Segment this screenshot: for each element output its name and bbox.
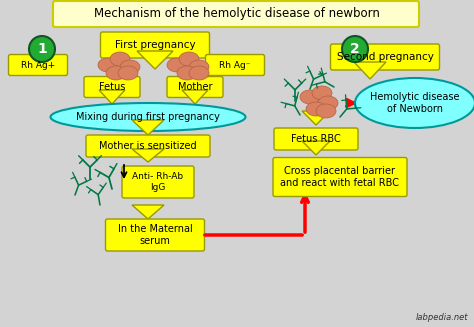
Polygon shape (137, 51, 173, 69)
Ellipse shape (306, 102, 326, 116)
Text: Mixing during first pregnancy: Mixing during first pregnancy (76, 112, 220, 122)
FancyBboxPatch shape (106, 219, 204, 251)
Text: Mechanism of the hemolytic disease of newborn: Mechanism of the hemolytic disease of ne… (94, 8, 380, 21)
FancyBboxPatch shape (84, 77, 140, 97)
Ellipse shape (189, 60, 209, 74)
Polygon shape (132, 205, 164, 219)
Ellipse shape (316, 104, 336, 118)
Polygon shape (132, 149, 164, 162)
FancyBboxPatch shape (100, 32, 210, 58)
Ellipse shape (318, 96, 338, 110)
FancyBboxPatch shape (122, 166, 194, 198)
Text: Second pregnancy: Second pregnancy (337, 52, 433, 62)
Ellipse shape (189, 66, 209, 80)
Ellipse shape (110, 52, 130, 66)
Text: 1: 1 (37, 42, 47, 56)
Text: Rh Ag+: Rh Ag+ (21, 60, 55, 70)
Text: First pregnancy: First pregnancy (115, 40, 195, 50)
Polygon shape (182, 90, 208, 104)
FancyBboxPatch shape (274, 128, 358, 150)
Text: Mother: Mother (178, 82, 212, 92)
FancyBboxPatch shape (273, 158, 407, 197)
Polygon shape (354, 62, 386, 79)
Polygon shape (132, 120, 164, 135)
FancyBboxPatch shape (53, 1, 419, 27)
FancyBboxPatch shape (167, 77, 223, 97)
Text: Rh Ag⁻: Rh Ag⁻ (219, 60, 251, 70)
Circle shape (29, 36, 55, 62)
FancyBboxPatch shape (206, 55, 264, 76)
Text: Hemolytic disease
of Newborn: Hemolytic disease of Newborn (370, 92, 460, 114)
Ellipse shape (120, 60, 140, 74)
Ellipse shape (177, 66, 197, 80)
Text: 2: 2 (350, 42, 360, 56)
Ellipse shape (167, 58, 187, 72)
Ellipse shape (312, 86, 332, 100)
Ellipse shape (355, 78, 474, 128)
Ellipse shape (118, 66, 138, 80)
FancyBboxPatch shape (9, 55, 67, 76)
Polygon shape (302, 111, 330, 125)
Text: Anti- Rh-Ab
IgG: Anti- Rh-Ab IgG (132, 172, 183, 192)
Text: Mother is sensitized: Mother is sensitized (99, 141, 197, 151)
Polygon shape (99, 90, 125, 104)
Ellipse shape (51, 103, 246, 131)
Ellipse shape (179, 52, 199, 66)
Ellipse shape (106, 66, 126, 80)
FancyBboxPatch shape (330, 44, 439, 70)
Text: Fetus RBC: Fetus RBC (291, 134, 341, 144)
Circle shape (342, 36, 368, 62)
Text: Fetus: Fetus (99, 82, 125, 92)
Text: labpedia.net: labpedia.net (416, 313, 468, 322)
Text: Cross placental barrier
and react with fetal RBC: Cross placental barrier and react with f… (281, 166, 400, 188)
Polygon shape (302, 141, 330, 155)
FancyBboxPatch shape (86, 135, 210, 157)
Ellipse shape (98, 58, 118, 72)
Text: In the Maternal
serum: In the Maternal serum (118, 224, 192, 246)
Ellipse shape (300, 90, 320, 104)
